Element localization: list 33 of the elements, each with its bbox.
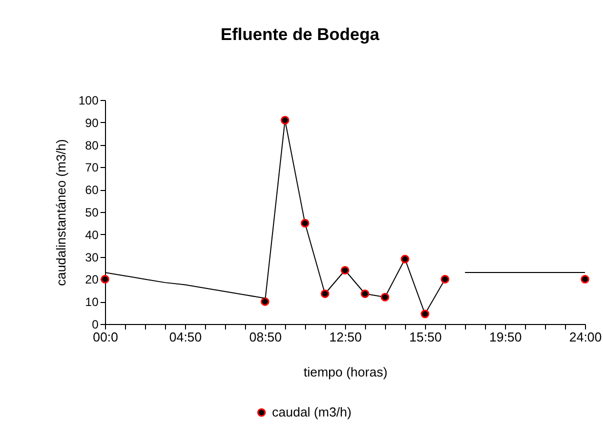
y-tick-label: 20 bbox=[85, 272, 99, 287]
point bbox=[420, 310, 430, 318]
y-tick-label: 100 bbox=[78, 94, 99, 108]
point bbox=[580, 274, 590, 284]
x-tick-label: 04:50 bbox=[169, 330, 202, 344]
point bbox=[300, 218, 310, 228]
y-tick-label: 40 bbox=[85, 228, 99, 242]
y-tick-label: 80 bbox=[85, 138, 99, 152]
point bbox=[260, 297, 270, 306]
point bbox=[400, 254, 410, 264]
y-tick-label: 10 bbox=[85, 295, 99, 310]
chart-title: Efluente de Bodega bbox=[220, 25, 380, 44]
y-tick-label: 50 bbox=[85, 206, 99, 220]
x-tick-label: 24:00 bbox=[569, 330, 602, 344]
y-tick-label: 90 bbox=[85, 116, 99, 130]
y-tick-label: 70 bbox=[85, 160, 99, 175]
point bbox=[380, 292, 390, 302]
point bbox=[360, 289, 370, 298]
x-tick-label: 08:50 bbox=[249, 330, 282, 344]
point bbox=[440, 274, 450, 284]
point bbox=[320, 289, 330, 298]
point bbox=[280, 116, 290, 124]
y-tick-label: 30 bbox=[85, 250, 99, 264]
point bbox=[340, 266, 350, 275]
y-axis-title: caudalinstantáneo (m3/h) bbox=[53, 139, 68, 286]
x-tick-label: 19:50 bbox=[489, 330, 522, 344]
legend-label: caudal (m3/h) bbox=[272, 404, 352, 420]
x-tick-label: 00:0 bbox=[92, 330, 118, 344]
x-tick-label: 12:50 bbox=[329, 330, 362, 344]
y-tick-label: 0 bbox=[92, 318, 99, 332]
x-axis-title: tiempo (horas) bbox=[304, 364, 388, 380]
x-tick-label: 15:50 bbox=[409, 330, 442, 344]
y-tick-label: 60 bbox=[85, 183, 99, 198]
